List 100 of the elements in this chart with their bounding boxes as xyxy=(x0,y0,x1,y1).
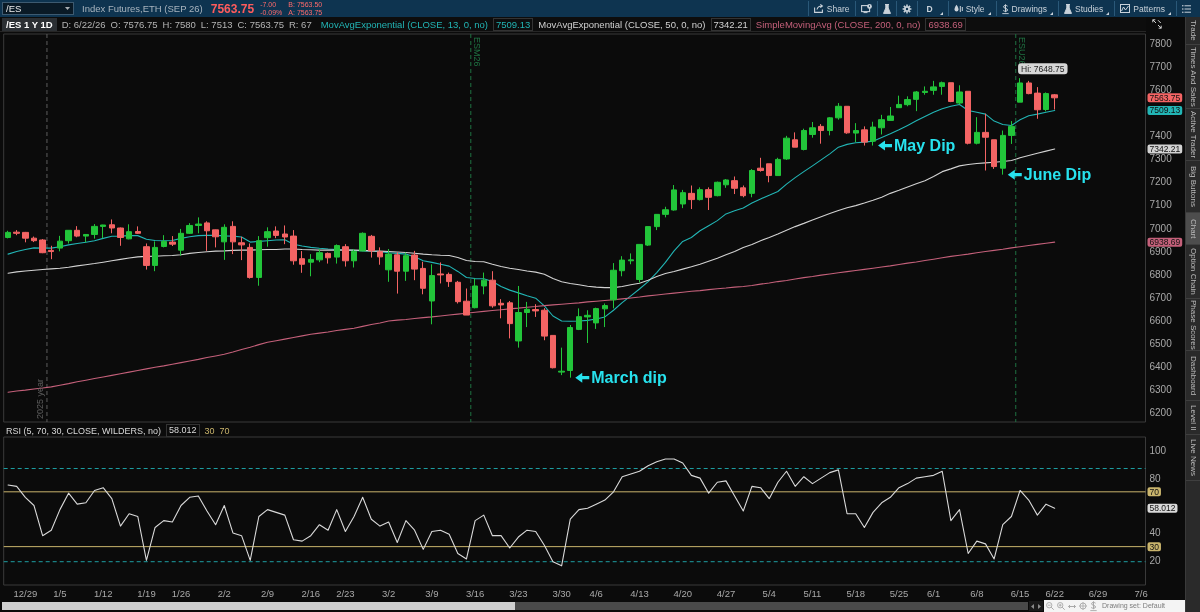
x-tick-label: 3/16 xyxy=(465,587,485,599)
x-tick-label: 4/27 xyxy=(716,587,736,599)
candlestick xyxy=(930,80,937,96)
candlestick xyxy=(688,185,695,210)
candlestick xyxy=(853,122,859,143)
candlestick xyxy=(913,90,919,112)
candlestick xyxy=(5,230,11,239)
text: 7563.75 xyxy=(210,1,255,16)
y-tick-label: 7200 xyxy=(1149,176,1173,188)
candlestick xyxy=(152,240,158,272)
candlestick xyxy=(368,234,375,259)
candlestick xyxy=(342,243,349,268)
text: R: 67 xyxy=(288,18,312,30)
candlestick xyxy=(550,334,556,369)
text: Studies xyxy=(1074,3,1104,14)
candlestick xyxy=(576,307,582,331)
candlestick xyxy=(827,116,833,136)
x-tick-label: 1/26 xyxy=(171,587,191,599)
candlestick xyxy=(290,229,297,266)
y-tick-label: 6400 xyxy=(1149,361,1173,373)
candlestick xyxy=(602,303,608,328)
candlestick xyxy=(429,263,435,325)
candlestick xyxy=(991,139,997,170)
candlestick xyxy=(714,181,721,197)
y-tick-label: 7300 xyxy=(1149,153,1173,165)
y-tick-label: 7100 xyxy=(1149,199,1173,211)
x-tick-label: 1/12 xyxy=(93,587,113,599)
x-tick-label: 3/2 xyxy=(382,587,396,599)
text: Trade xyxy=(1188,20,1199,41)
text: Chart xyxy=(1188,218,1199,239)
candlestick xyxy=(394,251,400,295)
candlestick xyxy=(524,301,530,328)
candlestick xyxy=(697,186,703,202)
candlestick xyxy=(437,261,444,284)
text: 7509.13 xyxy=(495,18,531,30)
candlestick xyxy=(57,235,63,252)
y-tick-label: 7000 xyxy=(1149,222,1173,234)
candlestick xyxy=(91,223,98,240)
text: /ES xyxy=(6,3,22,14)
candlestick xyxy=(13,229,20,236)
x-tick-label: 2/23 xyxy=(336,587,355,599)
candlestick xyxy=(766,163,772,183)
candlestick xyxy=(507,300,513,339)
candlestick xyxy=(948,82,954,103)
candlestick xyxy=(489,270,496,309)
text: RSI (5, 70, 30, CLOSE, WILDERS, no) xyxy=(6,425,162,436)
candlestick xyxy=(835,102,842,121)
x-tick-label: 4/6 xyxy=(589,587,603,599)
text: 6938.69 xyxy=(928,18,963,30)
candlestick xyxy=(212,229,219,248)
x-tick-label: 6/1 xyxy=(926,587,941,599)
candlestick xyxy=(481,272,487,295)
candlestick xyxy=(1043,91,1049,112)
candlestick xyxy=(31,236,37,243)
text: SimpleMovingAvg (CLOSE, 200, 0, no) xyxy=(755,18,921,30)
candlestick xyxy=(195,216,202,234)
annotation: March dip xyxy=(591,369,668,387)
candlestick xyxy=(731,176,738,195)
candlestick xyxy=(792,131,798,148)
candlestick xyxy=(308,253,314,277)
text: Index Futures,ETH (SEP 26) xyxy=(82,3,203,14)
candlestick xyxy=(1017,77,1023,103)
candlestick xyxy=(299,250,305,274)
candlestick xyxy=(186,222,193,235)
candlestick xyxy=(1051,93,1058,111)
candlestick xyxy=(956,84,963,105)
text: Drawings xyxy=(1011,3,1047,14)
candlestick xyxy=(221,223,227,261)
text: Big Buttons xyxy=(1188,166,1199,207)
candlestick xyxy=(403,251,409,282)
text: MovAvgExponential (CLOSE, 13, 0, no) xyxy=(320,18,488,30)
candlestick xyxy=(861,125,868,147)
candlestick xyxy=(325,251,331,265)
x-tick-label: 4/20 xyxy=(673,587,692,599)
candlestick xyxy=(74,225,80,238)
candlestick xyxy=(411,250,418,281)
candlestick xyxy=(498,298,504,319)
text: 58.012 xyxy=(166,424,200,437)
text: H: 7580 xyxy=(162,18,196,30)
candlestick xyxy=(896,95,902,109)
candlestick xyxy=(351,248,357,268)
candlestick xyxy=(567,324,573,379)
candlestick xyxy=(48,245,54,260)
candlestick xyxy=(238,236,245,261)
candlestick xyxy=(161,234,167,248)
candlestick xyxy=(359,231,366,252)
candlestick xyxy=(965,90,971,145)
text: L: 7513 xyxy=(200,18,233,30)
candlestick xyxy=(135,225,141,235)
text: Share xyxy=(826,3,850,14)
text: Live News xyxy=(1188,439,1199,476)
candlestick xyxy=(922,85,928,96)
y-tick-label: 20 xyxy=(1149,554,1162,566)
x-tick-label: 2/9 xyxy=(260,587,275,599)
x-tick-label: 12/29 xyxy=(13,587,38,599)
y-tick-label: 100 xyxy=(1149,445,1167,457)
candlestick xyxy=(117,227,124,247)
candlestick xyxy=(256,235,262,287)
candlestick xyxy=(472,278,478,309)
y-tick-label: 80 xyxy=(1149,472,1162,484)
